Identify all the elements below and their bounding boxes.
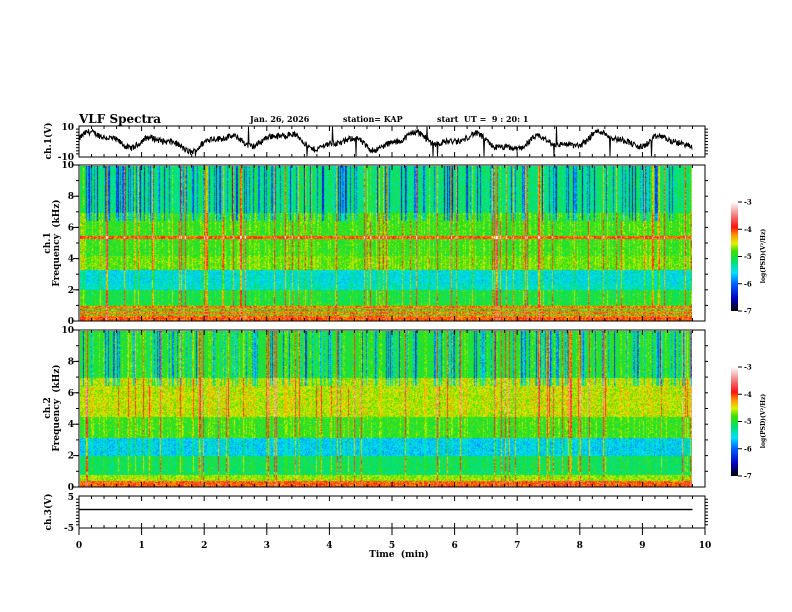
colorbar-tick-label--7: -7 (744, 472, 752, 481)
x-tick-label-4: 4 (326, 541, 332, 551)
ch1-spectrogram-image (80, 166, 692, 321)
ch2-spectrogram-image (80, 331, 692, 487)
x-tick-label-10: 10 (699, 541, 712, 551)
ch2-spectrogram-ylabel-frequency: Frequency (kHz) (51, 364, 62, 451)
x-tick-label-5: 5 (389, 541, 395, 551)
ch2-spectrogram-frame (78, 329, 706, 488)
ch1-colorbar-gradient (731, 202, 738, 311)
freq-tick-label-6: 6 (68, 389, 74, 399)
station-label: station= KAP (343, 114, 403, 124)
ch3-signal-band (79, 508, 693, 511)
freq-tick-label-10: 10 (61, 326, 74, 336)
colorbar-tick-label--7: -7 (744, 307, 752, 316)
ch1-waveform-line (78, 126, 693, 157)
x-tick-label-2: 2 (201, 541, 207, 551)
x-tick-label-7: 7 (514, 541, 520, 551)
ch2-colorbar-gradient (731, 367, 738, 476)
ch2-spectrogram-ylabel-channel: ch.2 (43, 397, 53, 418)
freq-tick-label-8: 8 (68, 192, 74, 202)
colorbar-tick-label--6: -6 (744, 444, 752, 453)
freq-tick-label-2: 2 (68, 452, 74, 462)
freq-tick-label-0: 0 (68, 317, 74, 327)
ch3-waveform-ylabel: ch.3(V) (43, 494, 54, 531)
x-tick-label-9: 9 (639, 541, 645, 551)
colorbar-tick-label--4: -4 (744, 390, 752, 399)
figure-title: VLF Spectra (78, 112, 161, 126)
x-tick-label-6: 6 (451, 541, 457, 551)
freq-tick-label-4: 4 (68, 255, 74, 265)
ch3-waveform-panel: 5 -5 ch.3(V) (43, 493, 708, 534)
freq-tick-label-10: 10 (61, 161, 74, 171)
freq-tick-label-6: 6 (68, 223, 74, 233)
colorbar-tick-label--6: -6 (744, 279, 752, 288)
ch1-colorbar: -3 -4 -5 -6 -7 log(PSD)(V²/Hz) (731, 198, 767, 316)
colorbar-tick-label--4: -4 (744, 225, 752, 234)
ch2-colorbar: -3 -4 -5 -6 -7 log(PSD)(V²/Hz) (731, 363, 767, 481)
x-tick-label-8: 8 (577, 541, 583, 551)
ch1-waveform-panel: 10 -10 ch.1(V) (43, 123, 708, 163)
ch2-colorbar-label: log(PSD)(V²/Hz) (760, 394, 767, 449)
x-tick-label-0: 0 (76, 541, 82, 551)
freq-tick-label-4: 4 (68, 420, 74, 430)
start-ut-label: start UT = 9 : 20: 1 (437, 114, 528, 124)
ch1-waveform-ylabel: ch.1(V) (43, 123, 54, 160)
colorbar-tick-label--5: -5 (744, 417, 752, 426)
x-tick-label-1: 1 (138, 541, 144, 551)
time-axis-label: Time (min) (369, 549, 429, 560)
ch2-spectrogram-panel: 0 2 4 6 8 10 ch.2 Frequency (kHz) (43, 326, 708, 493)
colorbar-tick-label--5: -5 (744, 252, 752, 261)
colorbar-tick-label--3: -3 (744, 363, 752, 372)
ch1-spectrogram-panel: 0 2 4 6 8 10 ch.1 Frequency (kHz) (43, 161, 708, 327)
date-label: Jan. 26, 2026 (249, 114, 310, 124)
colorbar-tick-label--3: -3 (744, 198, 752, 207)
time-axis: 0 1 2 3 4 5 6 7 8 9 10 (76, 528, 711, 551)
ch1-ytick-bottom: -10 (58, 153, 74, 163)
ch3-ytick-top: 5 (68, 493, 74, 503)
ch3-ytick-bottom: -5 (64, 524, 74, 534)
freq-tick-label-8: 8 (68, 357, 74, 367)
ch1-spectrogram-ylabel-frequency: Frequency (kHz) (51, 199, 62, 286)
ch1-colorbar-label: log(PSD)(V²/Hz) (760, 229, 767, 284)
ch1-spectrogram-frame (78, 164, 706, 322)
freq-tick-label-0: 0 (68, 483, 74, 493)
freq-tick-label-2: 2 (68, 286, 74, 296)
ch1-spectrogram-ylabel-channel: ch.1 (43, 232, 53, 253)
ch1-ytick-top: 10 (61, 123, 74, 133)
x-tick-label-3: 3 (264, 541, 270, 551)
